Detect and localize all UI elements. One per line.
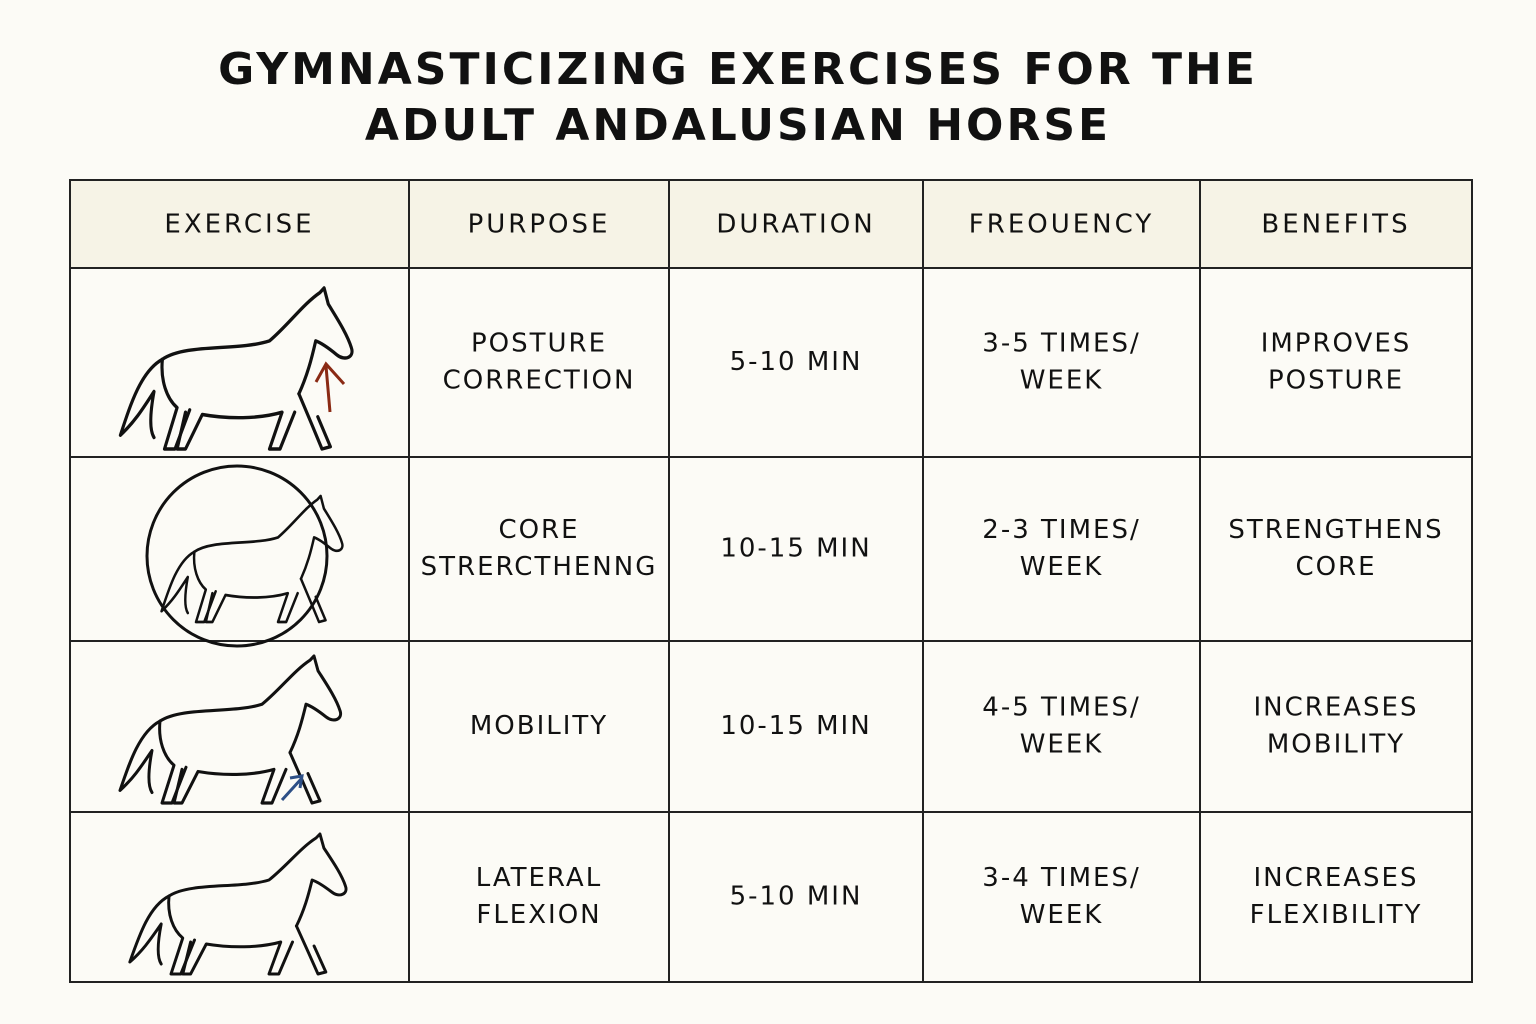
cell-text: POSTURE <box>471 329 607 359</box>
cell-text: INCREASES <box>1254 863 1419 893</box>
horse-illustrations <box>118 286 354 976</box>
cell-text: 10-15 MIN <box>720 711 871 741</box>
cell-text: WEEK <box>1020 900 1104 930</box>
cell-text: FLEXION <box>476 900 601 930</box>
cell-text: CORRECTION <box>443 366 636 396</box>
header-row <box>70 180 1472 268</box>
cell-text: 4-5 TIMES/ <box>982 693 1140 723</box>
cell-text: FLEXIBILITY <box>1250 900 1423 930</box>
cell-text: CORE <box>498 515 579 545</box>
column-header: EXERCISE <box>164 210 314 240</box>
cell-text: STRERCTHENNG <box>421 552 658 582</box>
arrow-icon <box>280 774 304 802</box>
cell-text: 10-15 MIN <box>720 534 871 564</box>
cell-text: CORE <box>1295 552 1376 582</box>
column-header: BENEFITS <box>1261 210 1410 240</box>
cell-text: 3-5 TIMES/ <box>982 329 1140 359</box>
horse-icon <box>128 832 348 976</box>
cell-text: 3-4 TIMES/ <box>982 863 1140 893</box>
cell-text: POSTURE <box>1268 366 1404 396</box>
cell-text: INCREASES <box>1254 693 1419 723</box>
cell-text: LATERAL <box>476 863 602 893</box>
horse-icon <box>118 654 343 805</box>
cell-text: WEEK <box>1020 366 1104 396</box>
cell-text: STRENGTHENS <box>1228 515 1443 545</box>
cell-text: IMPROVES <box>1261 329 1412 359</box>
cell-text: MOBILITY <box>470 711 608 741</box>
column-header: DURATION <box>716 210 875 240</box>
circle-icon <box>145 464 329 648</box>
title: ADULT ANDALUSIAN HORSE <box>365 100 1111 151</box>
cell-text: WEEK <box>1020 730 1104 760</box>
arrow-icon <box>314 361 346 413</box>
cell-text: MOBILITY <box>1267 730 1405 760</box>
title: GYMNASTICIZING EXERCISES FOR THE <box>218 44 1258 95</box>
column-header: FREOUENCY <box>969 210 1154 240</box>
cell-text: 5-10 MIN <box>730 347 863 377</box>
table-grid <box>69 179 1473 983</box>
cell-text: 5-10 MIN <box>730 882 863 912</box>
horse-icon <box>118 286 354 451</box>
cell-text: 2-3 TIMES/ <box>982 515 1140 545</box>
cell-text: WEEK <box>1020 552 1104 582</box>
table-border <box>69 179 1473 983</box>
column-header: PURPOSE <box>468 210 611 240</box>
